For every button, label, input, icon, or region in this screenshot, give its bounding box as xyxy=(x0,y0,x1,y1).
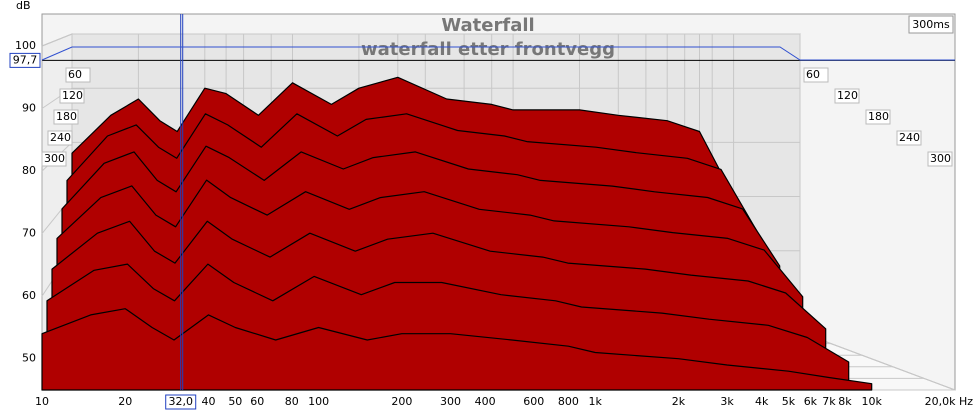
x-tick-label: 7k xyxy=(822,395,836,408)
x-tick-label: 3k xyxy=(720,395,734,408)
time-label-box xyxy=(65,67,91,83)
time-tick-label-left: 60 xyxy=(68,68,82,81)
x-tick-label: 40 xyxy=(202,395,216,408)
chart-subtitle: waterfall etter frontvegg xyxy=(361,39,615,60)
x-tick-label: 200 xyxy=(391,395,412,408)
waterfall-slice xyxy=(41,308,873,391)
x-tick-label: 2k xyxy=(672,395,686,408)
x-tick-label: 80 xyxy=(285,395,299,408)
x-tick-label: 1k xyxy=(588,395,602,408)
time-label-box xyxy=(927,151,953,167)
time-tick-label-right: 300 xyxy=(930,152,951,165)
time-tick-label-left: 240 xyxy=(50,131,71,144)
time-label-box xyxy=(41,151,67,167)
y-axis-label: dB xyxy=(16,0,31,12)
time-range-box xyxy=(908,15,954,34)
x-tick-label: 50 xyxy=(228,395,242,408)
x-tick-label: 600 xyxy=(523,395,544,408)
x-tick-label: 20 xyxy=(118,395,132,408)
y-tick-label: 50 xyxy=(22,352,36,365)
time-range-label: 300ms xyxy=(912,18,950,31)
x-tick-label: 6k xyxy=(804,395,818,408)
y-tick-label: 80 xyxy=(22,164,36,177)
x-tick-label: 4k xyxy=(755,395,769,408)
x-tick-label: 10 xyxy=(35,395,49,408)
time-tick-label-right: 180 xyxy=(868,110,889,123)
time-label-box xyxy=(803,67,829,83)
time-label-box xyxy=(865,109,891,125)
time-tick-label-right: 120 xyxy=(837,89,858,102)
x-tick-label: 300 xyxy=(440,395,461,408)
window-line xyxy=(41,46,955,61)
y-tick-label: 60 xyxy=(22,289,36,302)
time-tick-label-left: 300 xyxy=(44,152,65,165)
time-label-box xyxy=(59,88,85,104)
x-tick-label: 800 xyxy=(558,395,579,408)
time-label-box xyxy=(53,109,79,125)
x-tick-label: 8k xyxy=(838,395,852,408)
time-label-box xyxy=(47,130,73,146)
x-tick-label: 100 xyxy=(308,395,329,408)
chart-title: Waterfall xyxy=(441,15,534,36)
cursor-x-label: 32,0 xyxy=(168,395,193,408)
time-tick-label-left: 120 xyxy=(62,89,83,102)
y-tick-label: 90 xyxy=(22,102,36,115)
x-tick-label: 10k xyxy=(862,395,883,408)
cursor-y-box xyxy=(9,52,41,68)
cursor-y-label: 97,7 xyxy=(13,53,38,66)
time-label-box xyxy=(896,130,922,146)
x-tick-label: 400 xyxy=(475,395,496,408)
x-tick-label: 60 xyxy=(250,395,264,408)
time-tick-label-right: 60 xyxy=(806,68,820,81)
time-tick-label-left: 180 xyxy=(56,110,77,123)
cursor-x-box xyxy=(165,394,197,410)
x-tick-label: 5k xyxy=(782,395,796,408)
y-tick-label: 70 xyxy=(22,227,36,240)
time-label-box xyxy=(834,88,860,104)
time-tick-label-right: 240 xyxy=(899,131,920,144)
y-tick-label: 100 xyxy=(15,39,36,52)
x-tick-label: 20,0k Hz xyxy=(925,395,974,408)
